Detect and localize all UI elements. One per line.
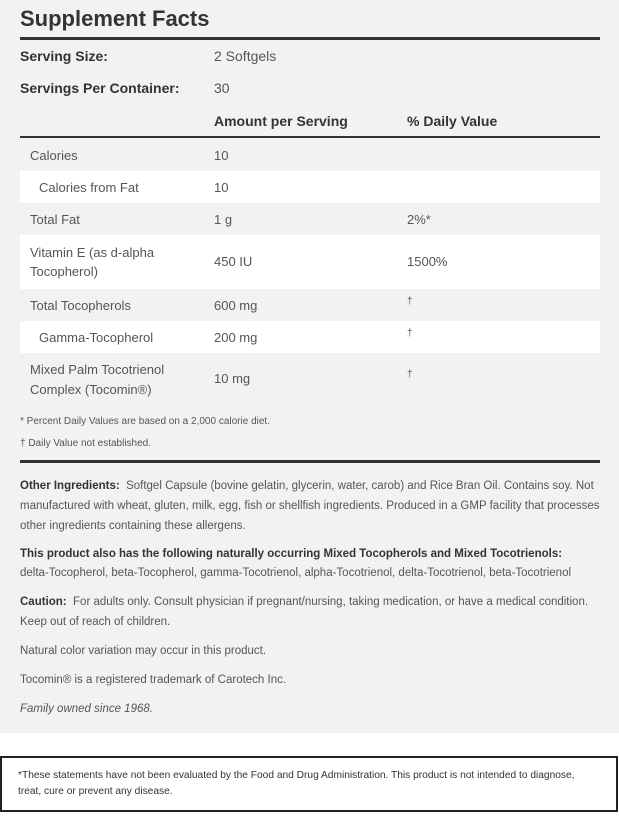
nutrient-dv: 1500% bbox=[407, 254, 448, 269]
nutrient-name: Calories from Fat bbox=[39, 180, 139, 195]
naturally-occurring: This product also has the following natu… bbox=[20, 545, 604, 583]
table-row: Gamma-Tocopherol 200 mg † bbox=[20, 321, 600, 353]
table-row: Total Tocopherols 600 mg † bbox=[20, 289, 600, 321]
nutrient-amount: 10 bbox=[214, 180, 229, 195]
nutrient-amount: 600 mg bbox=[214, 298, 258, 313]
fda-disclaimer: *These statements have not been evaluate… bbox=[18, 770, 575, 797]
other-ingredients-label: Other Ingredients: bbox=[20, 480, 120, 492]
table-row: Mixed Palm Tocotrienol Complex (Tocomin®… bbox=[20, 353, 600, 407]
serving-size-label: Serving Size: bbox=[20, 48, 108, 64]
nutrient-amount: 200 mg bbox=[214, 330, 258, 345]
nutrient-name: Total Fat bbox=[30, 212, 80, 227]
table-row: Total Fat 1 g 2%* bbox=[20, 203, 600, 235]
color-note: Natural color variation may occur in thi… bbox=[20, 645, 267, 657]
naturally-occurring-label: This product also has the following natu… bbox=[20, 548, 563, 560]
footnote-daily-values: * Percent Daily Values are based on a 2,… bbox=[20, 416, 270, 427]
nutrient-name: Mixed Palm Tocotrienol Complex (Tocomin®… bbox=[30, 362, 165, 397]
divider bbox=[20, 460, 600, 463]
nutrient-dv: † bbox=[407, 369, 413, 380]
nutrient-dv: 2%* bbox=[407, 212, 431, 227]
family-note: Family owned since 1968. bbox=[20, 703, 153, 715]
footnote-not-established: † Daily Value not established. bbox=[20, 438, 152, 449]
table-row: Calories 10 bbox=[20, 138, 600, 171]
nutrient-amount: 1 g bbox=[214, 212, 233, 227]
serving-size-value: 2 Softgels bbox=[214, 48, 277, 64]
caution-label: Caution: bbox=[20, 596, 67, 608]
nutrient-dv: † bbox=[407, 328, 413, 339]
page-title: Supplement Facts bbox=[20, 6, 210, 31]
nutrient-name: Calories bbox=[30, 148, 78, 163]
table-row: Calories from Fat 10 bbox=[20, 171, 600, 203]
other-ingredients: Other Ingredients: Softgel Capsule (bovi… bbox=[20, 476, 604, 536]
caution: Caution: For adults only. Consult physic… bbox=[20, 592, 604, 632]
nutrient-name: Gamma-Tocopherol bbox=[39, 330, 154, 345]
servings-per-container-label: Servings Per Container: bbox=[20, 80, 180, 96]
trademark-note: Tocomin® is a registered trademark of Ca… bbox=[20, 674, 287, 686]
divider bbox=[20, 136, 600, 138]
naturally-occurring-text: delta-Tocopherol, beta-Tocopherol, gamma… bbox=[20, 567, 572, 579]
table-row: Vitamin E (as d-alpha Tocopherol) 450 IU… bbox=[20, 235, 600, 289]
fda-disclaimer-box: *These statements have not been evaluate… bbox=[0, 756, 618, 812]
nutrient-amount: 10 mg bbox=[214, 371, 251, 386]
nutrient-amount: 450 IU bbox=[214, 254, 253, 269]
divider bbox=[20, 37, 600, 40]
caution-text: For adults only. Consult physician if pr… bbox=[20, 596, 589, 628]
servings-per-container-value: 30 bbox=[214, 80, 230, 96]
nutrient-amount: 10 bbox=[214, 148, 229, 163]
daily-value-header: % Daily Value bbox=[407, 113, 498, 129]
amount-header: Amount per Serving bbox=[214, 113, 348, 129]
nutrient-name: Vitamin E (as d-alpha Tocopherol) bbox=[30, 245, 155, 279]
supplement-facts-panel: Supplement Facts Serving Size: 2 Softgel… bbox=[0, 0, 619, 733]
nutrient-name: Total Tocopherols bbox=[30, 298, 131, 313]
nutrient-dv: † bbox=[407, 296, 413, 307]
other-ingredients-text: Softgel Capsule (bovine gelatin, glyceri… bbox=[20, 480, 600, 532]
